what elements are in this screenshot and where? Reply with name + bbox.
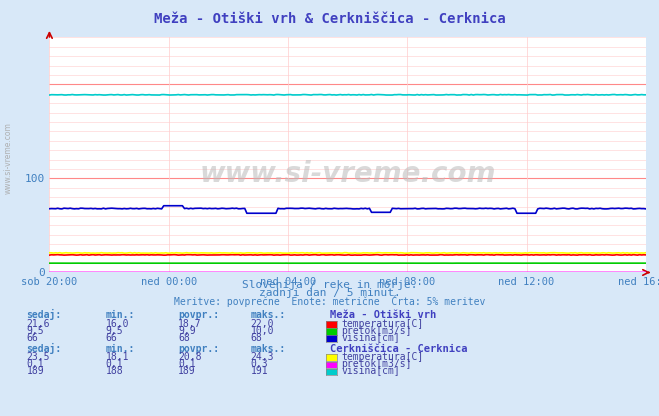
Text: min.:: min.: [105, 310, 135, 320]
Text: Meža - Otiški vrh: Meža - Otiški vrh [330, 310, 436, 320]
Text: povpr.:: povpr.: [178, 344, 219, 354]
Text: 0,1: 0,1 [26, 359, 44, 369]
Text: maks.:: maks.: [250, 344, 285, 354]
Text: maks.:: maks.: [250, 310, 285, 320]
Text: 9,9: 9,9 [178, 326, 196, 336]
Text: Cerkniščica - Cerknica: Cerkniščica - Cerknica [330, 344, 467, 354]
Text: 21,6: 21,6 [26, 319, 50, 329]
Text: 22,0: 22,0 [250, 319, 274, 329]
Text: sedaj:: sedaj: [26, 309, 61, 320]
Text: sedaj:: sedaj: [26, 342, 61, 354]
Text: 9,5: 9,5 [105, 326, 123, 336]
Text: 0,1: 0,1 [105, 359, 123, 369]
Text: 189: 189 [26, 366, 44, 376]
Text: 68: 68 [178, 333, 190, 343]
Text: 68: 68 [250, 333, 262, 343]
Text: temperatura[C]: temperatura[C] [341, 319, 424, 329]
Text: Meritve: povprečne  Enote: metrične  Črta: 5% meritev: Meritve: povprečne Enote: metrične Črta:… [174, 295, 485, 307]
Text: 0,1: 0,1 [178, 359, 196, 369]
Text: 16,0: 16,0 [105, 319, 129, 329]
Text: zadnji dan / 5 minut.: zadnji dan / 5 minut. [258, 288, 401, 298]
Text: 20,8: 20,8 [178, 352, 202, 362]
Text: 24,3: 24,3 [250, 352, 274, 362]
Text: 23,5: 23,5 [26, 352, 50, 362]
Text: povpr.:: povpr.: [178, 310, 219, 320]
Text: 191: 191 [250, 366, 268, 376]
Text: min.:: min.: [105, 344, 135, 354]
Text: višina[cm]: višina[cm] [341, 366, 400, 376]
Text: 66: 66 [105, 333, 117, 343]
Text: 0,3: 0,3 [250, 359, 268, 369]
Text: 189: 189 [178, 366, 196, 376]
Text: 9,5: 9,5 [26, 326, 44, 336]
Text: www.si-vreme.com: www.si-vreme.com [200, 160, 496, 188]
Text: 188: 188 [105, 366, 123, 376]
Text: višina[cm]: višina[cm] [341, 332, 400, 343]
Text: pretok[m3/s]: pretok[m3/s] [341, 326, 412, 336]
Text: www.si-vreme.com: www.si-vreme.com [3, 122, 13, 194]
Text: Slovenija / reke in morje.: Slovenija / reke in morje. [242, 280, 417, 290]
Text: 18,7: 18,7 [178, 319, 202, 329]
Text: temperatura[C]: temperatura[C] [341, 352, 424, 362]
Text: 66: 66 [26, 333, 38, 343]
Text: 10,0: 10,0 [250, 326, 274, 336]
Text: 18,1: 18,1 [105, 352, 129, 362]
Text: pretok[m3/s]: pretok[m3/s] [341, 359, 412, 369]
Text: Meža - Otiški vrh & Cerkniščica - Cerknica: Meža - Otiški vrh & Cerkniščica - Cerkni… [154, 12, 505, 26]
